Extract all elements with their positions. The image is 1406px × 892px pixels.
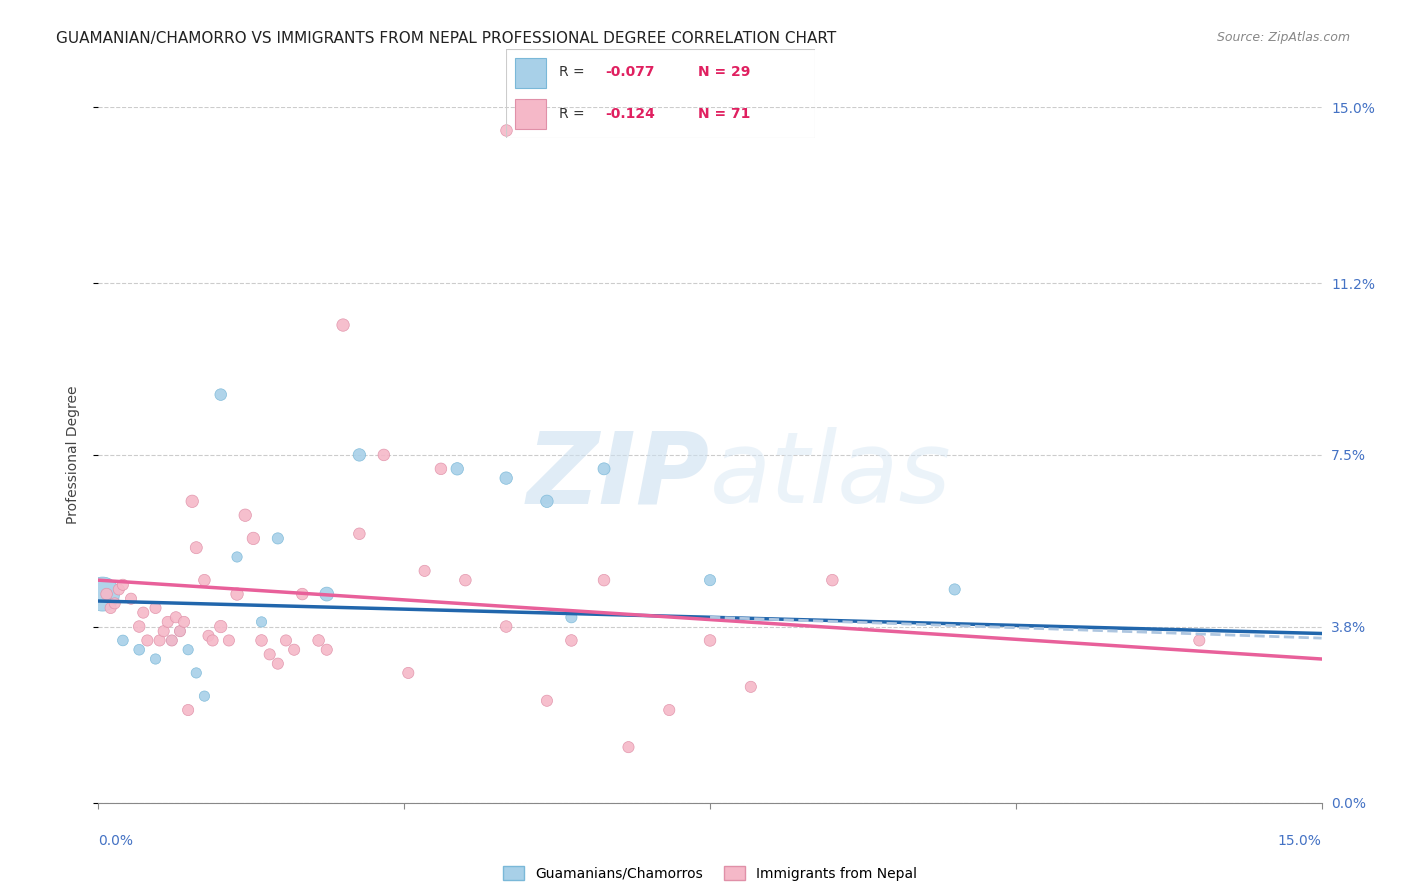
Point bbox=[136, 633, 159, 648]
Point bbox=[128, 619, 150, 633]
Point bbox=[120, 591, 142, 606]
Point bbox=[495, 471, 517, 485]
Point bbox=[209, 387, 232, 401]
Point bbox=[593, 462, 616, 476]
Point bbox=[193, 573, 215, 587]
Point bbox=[169, 624, 191, 639]
FancyBboxPatch shape bbox=[516, 58, 547, 88]
Point bbox=[160, 633, 183, 648]
Point bbox=[193, 689, 215, 703]
Point bbox=[152, 624, 174, 639]
Point bbox=[1188, 633, 1211, 648]
Y-axis label: Professional Degree: Professional Degree bbox=[66, 385, 80, 524]
Text: GUAMANIAN/CHAMORRO VS IMMIGRANTS FROM NEPAL PROFESSIONAL DEGREE CORRELATION CHAR: GUAMANIAN/CHAMORRO VS IMMIGRANTS FROM NE… bbox=[56, 31, 837, 46]
Point bbox=[446, 462, 468, 476]
Text: N = 71: N = 71 bbox=[697, 107, 751, 121]
Point bbox=[430, 462, 453, 476]
Point bbox=[250, 633, 273, 648]
Point bbox=[291, 587, 314, 601]
Point bbox=[226, 549, 249, 564]
Point bbox=[169, 624, 191, 639]
Point bbox=[274, 633, 297, 648]
Point bbox=[740, 680, 762, 694]
Point bbox=[156, 615, 179, 629]
Point bbox=[165, 610, 187, 624]
Point bbox=[177, 642, 200, 657]
Point bbox=[308, 633, 330, 648]
Point bbox=[108, 582, 131, 597]
Point bbox=[413, 564, 436, 578]
Text: atlas: atlas bbox=[710, 427, 952, 524]
Point bbox=[132, 606, 155, 620]
Point bbox=[96, 587, 118, 601]
Point bbox=[699, 633, 721, 648]
Point bbox=[332, 318, 354, 332]
Text: -0.077: -0.077 bbox=[605, 65, 655, 79]
Point bbox=[209, 619, 232, 633]
Point bbox=[145, 601, 167, 615]
Point bbox=[197, 629, 219, 643]
Point bbox=[242, 532, 264, 546]
Point bbox=[233, 508, 256, 523]
Point bbox=[560, 633, 582, 648]
Point bbox=[495, 123, 517, 137]
Point bbox=[91, 587, 114, 601]
Point bbox=[226, 587, 249, 601]
Point bbox=[396, 665, 419, 680]
Point bbox=[181, 494, 204, 508]
Text: ZIP: ZIP bbox=[527, 427, 710, 524]
Text: -0.124: -0.124 bbox=[605, 107, 655, 121]
Point bbox=[315, 642, 337, 657]
FancyBboxPatch shape bbox=[516, 99, 547, 129]
Point bbox=[699, 573, 721, 587]
Text: Source: ZipAtlas.com: Source: ZipAtlas.com bbox=[1216, 31, 1350, 45]
Point bbox=[173, 615, 195, 629]
Text: R =: R = bbox=[558, 65, 589, 79]
Text: R =: R = bbox=[558, 107, 589, 121]
Point bbox=[111, 633, 134, 648]
Point bbox=[160, 633, 183, 648]
Point bbox=[100, 601, 122, 615]
Point bbox=[821, 573, 844, 587]
Point bbox=[186, 665, 208, 680]
Point bbox=[201, 633, 224, 648]
Point bbox=[145, 652, 167, 666]
Point bbox=[218, 633, 240, 648]
Point bbox=[943, 582, 966, 597]
Point bbox=[128, 642, 150, 657]
Point bbox=[111, 578, 134, 592]
Point bbox=[283, 642, 305, 657]
Point bbox=[177, 703, 200, 717]
Point bbox=[315, 587, 337, 601]
Point bbox=[454, 573, 477, 587]
Point bbox=[259, 648, 281, 662]
Point bbox=[373, 448, 395, 462]
Point bbox=[104, 596, 127, 610]
Point bbox=[593, 573, 616, 587]
Point bbox=[349, 526, 371, 541]
Point bbox=[250, 615, 273, 629]
Point bbox=[349, 448, 371, 462]
Text: 0.0%: 0.0% bbox=[98, 834, 134, 848]
Legend: Guamanians/Chamorros, Immigrants from Nepal: Guamanians/Chamorros, Immigrants from Ne… bbox=[498, 861, 922, 887]
Text: N = 29: N = 29 bbox=[697, 65, 751, 79]
Point bbox=[536, 494, 558, 508]
Point bbox=[658, 703, 681, 717]
Point bbox=[149, 633, 172, 648]
Point bbox=[560, 610, 582, 624]
Point bbox=[617, 740, 640, 755]
Point bbox=[267, 657, 290, 671]
Point bbox=[495, 619, 517, 633]
Point bbox=[267, 532, 290, 546]
Text: 15.0%: 15.0% bbox=[1278, 834, 1322, 848]
Point bbox=[186, 541, 208, 555]
Point bbox=[536, 694, 558, 708]
